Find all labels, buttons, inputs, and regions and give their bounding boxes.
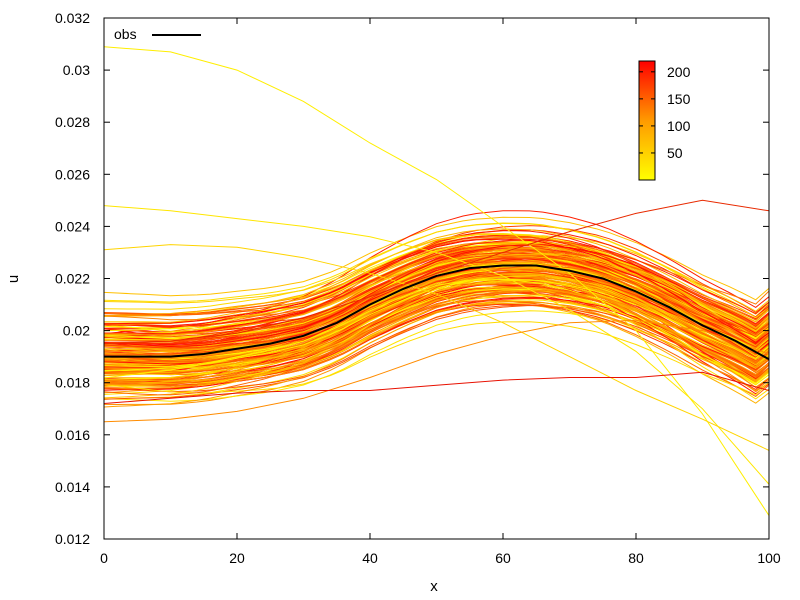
ensemble-series-line: [104, 300, 769, 398]
y-tick-label: 0.018: [55, 375, 90, 391]
ensemble-series-line: [104, 258, 769, 358]
ensemble-series-line: [104, 279, 769, 386]
ensemble-series-line: [104, 238, 769, 344]
ensemble-highlight-line: [104, 46, 769, 516]
legend-label-obs: obs: [114, 26, 137, 42]
y-tick-label: 0.014: [55, 479, 90, 495]
y-axis-label: u: [5, 275, 22, 283]
ensemble-series-line: [104, 242, 769, 330]
ensemble-series-line: [104, 300, 769, 408]
legend: obs: [114, 26, 201, 42]
x-tick-label: 20: [229, 550, 245, 566]
ensemble-series-line: [104, 288, 769, 384]
ensemble-series-line: [104, 255, 769, 356]
ensemble-highlight-line: [104, 199, 769, 345]
x-tick-label: 80: [628, 550, 644, 566]
y-tick-label: 0.022: [55, 271, 90, 287]
ensemble-series-line: [104, 266, 769, 387]
y-tick-label: 0.012: [55, 531, 90, 547]
ensemble-series-line: [104, 290, 769, 387]
y-tick-label: 0.02: [63, 323, 90, 339]
ensemble-series-line: [104, 290, 769, 381]
ensemble-series-line: [104, 286, 769, 385]
colorbar-tick-label: 150: [667, 91, 691, 107]
ensemble-series-line: [104, 246, 769, 347]
x-tick-label: 0: [100, 550, 108, 566]
ensemble-series-line: [104, 274, 769, 399]
ensemble-series-line: [104, 228, 769, 324]
x-axis-label: x: [430, 578, 438, 595]
y-tick-label: 0.026: [55, 166, 90, 182]
x-axis: 0 20 40 60 80 100: [100, 18, 781, 566]
colorbar: 50 100 150 200: [638, 60, 691, 181]
ensemble-highlight-line: [104, 205, 769, 485]
ensemble-series-line: [104, 265, 769, 396]
ensemble-series-group: [104, 210, 769, 408]
ensemble-series-line: [104, 222, 769, 315]
ensemble-series-line: [104, 321, 769, 396]
x-tick-label: 60: [495, 550, 511, 566]
ensemble-series-line: [104, 243, 769, 348]
ensemble-series-line: [104, 243, 769, 348]
obs-series-group: [104, 264, 769, 361]
colorbar-bar: [638, 60, 656, 181]
y-tick-label: 0.016: [55, 427, 90, 443]
y-tick-label: 0.03: [63, 62, 90, 78]
ensemble-highlight-line: [104, 319, 769, 423]
y-tick-label: 0.028: [55, 114, 90, 130]
ensemble-series-line: [104, 296, 769, 391]
highlight-series-group: [104, 46, 769, 516]
ensemble-highlight-line: [104, 244, 769, 451]
x-tick-label: 40: [362, 550, 378, 566]
ensemble-series-line: [104, 242, 769, 349]
colorbar-tick-label: 50: [667, 145, 683, 161]
obs-line: [104, 264, 769, 361]
y-axis: 0.012 0.014 0.016 0.018 0.02 0.022 0.024 0.026 0…: [55, 10, 769, 547]
ensemble-series-line: [104, 252, 769, 353]
y-tick-label: 0.024: [55, 218, 90, 234]
colorbar-tick-label: 100: [667, 118, 691, 134]
y-tick-label: 0.032: [55, 10, 90, 26]
colorbar-tick-label: 200: [667, 64, 691, 80]
x-tick-label: 100: [757, 550, 781, 566]
ensemble-highlight-line: [104, 371, 769, 404]
colorbar-ticks: 50 100 150 200: [639, 64, 691, 161]
ensemble-series-line: [104, 272, 769, 349]
ensemble-series-line: [104, 303, 769, 391]
